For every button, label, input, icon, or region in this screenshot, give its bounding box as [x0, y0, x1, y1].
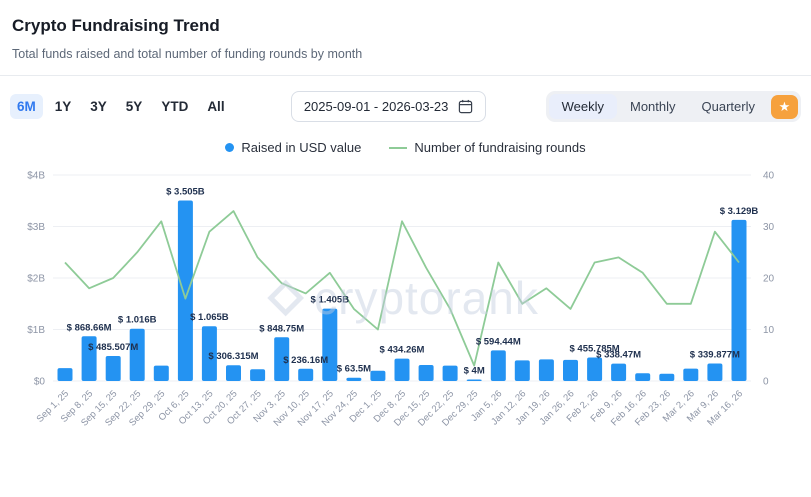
calendar-icon — [459, 99, 473, 114]
right-axis-tick: 40 — [763, 171, 775, 182]
bar[interactable] — [659, 373, 675, 381]
bar[interactable] — [274, 337, 290, 381]
bar[interactable] — [731, 219, 747, 381]
bar-value-label: $ 4M — [464, 366, 485, 377]
bar[interactable] — [322, 308, 338, 381]
left-axis-tick: $3B — [27, 222, 45, 233]
bar-value-label: $ 3.129B — [720, 206, 759, 217]
bar[interactable] — [201, 326, 217, 381]
legend-dot-icon — [225, 143, 235, 152]
chart-area: $0 0 $1B 10 $2B 20 $3B 30 $4B 40 $ 868.66M $ 485.50… — [0, 159, 811, 459]
bar-value-label: $ 485.507M — [88, 342, 138, 353]
time-range-selector: 6M 1Y 3Y 5Y YTD All — [10, 94, 232, 119]
bar[interactable] — [563, 359, 578, 381]
bar[interactable] — [707, 363, 723, 382]
bar-value-label: $ 3.505B — [166, 187, 205, 198]
range-button-3y[interactable]: 3Y — [83, 94, 114, 119]
bar[interactable] — [635, 373, 651, 381]
legend-item-1[interactable]: Number of fundraising rounds — [389, 140, 586, 155]
bar-value-label: $ 1.016B — [118, 315, 157, 326]
legend-item-0[interactable]: Raised in USD value — [225, 140, 361, 155]
left-axis-tick: $1B — [27, 325, 45, 336]
bar[interactable] — [394, 358, 410, 381]
bar[interactable] — [81, 336, 97, 381]
right-axis-tick: 20 — [763, 274, 775, 285]
bar-value-label: $ 848.75M — [259, 323, 304, 334]
right-axis-tick: 0 — [763, 377, 769, 388]
chart-header: Crypto Fundraising Trend Total funds rai… — [0, 0, 811, 75]
left-axis-tick: $4B — [27, 171, 45, 182]
right-axis-tick: 10 — [763, 325, 775, 336]
range-button-1y[interactable]: 1Y — [48, 94, 79, 119]
right-axis-tick: 30 — [763, 222, 775, 233]
controls-bar: 6M 1Y 3Y 5Y YTD All 2025-09-01 - 2026-03-23 W… — [0, 76, 811, 122]
bar[interactable] — [466, 379, 482, 382]
bar[interactable] — [226, 365, 241, 381]
bar[interactable] — [442, 365, 458, 381]
granularity-quarterly[interactable]: Quarterly — [689, 94, 768, 119]
range-button-6m[interactable]: 6M — [10, 94, 43, 119]
bar-value-label: $ 236.16M — [283, 355, 328, 366]
bar[interactable] — [346, 377, 362, 381]
granularity-selector: Weekly Monthly Quarterly ★ — [545, 91, 801, 122]
page-subtitle: Total funds raised and total number of f… — [12, 47, 363, 61]
star-icon: ★ — [778, 98, 791, 114]
range-button-all[interactable]: All — [200, 94, 231, 119]
fundraising-chart: $0 0 $1B 10 $2B 20 $3B 30 $4B 40 $ 868.66M $ 485.50… — [27, 171, 775, 429]
bar[interactable] — [250, 369, 266, 381]
bar[interactable] — [153, 365, 169, 381]
legend-label: Number of fundraising rounds — [414, 140, 586, 155]
chart-legend: Raised in USD value Number of fundraising… — [0, 140, 811, 155]
bar[interactable] — [177, 200, 193, 382]
bar-value-label: $ 1.065B — [190, 312, 229, 323]
bar-value-label: $ 63.5M — [337, 364, 371, 375]
bar[interactable] — [105, 356, 121, 381]
bar[interactable] — [611, 363, 627, 381]
legend-line-icon — [389, 146, 408, 149]
bar-value-label: $ 455.785M — [570, 344, 620, 355]
granularity-monthly[interactable]: Monthly — [617, 94, 689, 119]
legend-label: Raised in USD value — [241, 140, 362, 155]
rounds-line[interactable] — [64, 210, 740, 367]
bar[interactable] — [418, 365, 434, 381]
date-range-picker[interactable]: 2025-09-01 - 2026-03-23 — [290, 91, 487, 122]
date-range-value: 2025-09-01 - 2026-03-23 — [303, 99, 449, 114]
bar[interactable] — [129, 328, 145, 381]
bar-value-label: $ 339.877M — [690, 350, 740, 361]
range-button-ytd[interactable]: YTD — [154, 94, 195, 119]
bar-value-label: $ 338.47M — [596, 350, 641, 361]
bar[interactable] — [298, 368, 314, 381]
range-button-5y[interactable]: 5Y — [119, 94, 150, 119]
bar-value-label: $ 868.66M — [67, 322, 112, 333]
bar-value-label: $ 306.315M — [208, 351, 258, 362]
page-title: Crypto Fundraising Trend — [12, 16, 220, 35]
bar[interactable] — [514, 360, 530, 381]
granularity-weekly[interactable]: Weekly — [548, 94, 617, 119]
bar-value-label: $ 1.405B — [311, 295, 350, 306]
bar[interactable] — [587, 357, 603, 382]
bar[interactable] — [538, 359, 554, 381]
bar[interactable] — [490, 350, 506, 381]
granularity-items: Weekly Monthly Quarterly — [548, 94, 768, 119]
left-axis-tick: $0 — [34, 377, 46, 388]
premium-button[interactable]: ★ — [771, 94, 798, 119]
bar[interactable] — [683, 368, 699, 381]
header-divider — [0, 75, 811, 76]
bar[interactable] — [57, 368, 73, 381]
bar-value-label: $ 434.26M — [380, 345, 425, 356]
left-axis-tick: $2B — [27, 274, 45, 285]
bar-value-label: $ 594.44M — [476, 336, 521, 347]
bar[interactable] — [370, 370, 386, 381]
